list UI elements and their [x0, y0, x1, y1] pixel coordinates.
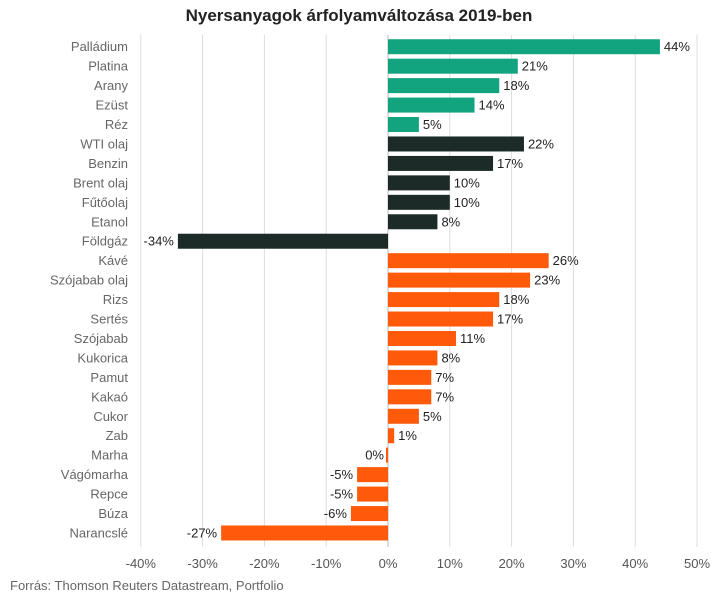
category-label: Pamut [90, 370, 128, 385]
category-label: Ezüst [95, 98, 128, 113]
x-axis-ticks: -40% -30% -20% -10% 0% 10% 20% 30% 40% 50% [126, 556, 711, 571]
bar-chart: Palládium Platina Arany Ezüst Réz WTI olaj Ben… [50, 35, 711, 571]
category-label: Búza [98, 506, 128, 521]
value-label: 5% [423, 117, 442, 132]
value-label: 10% [454, 175, 480, 190]
category-label: Sertés [90, 312, 128, 327]
value-label: 7% [435, 370, 454, 385]
value-label: 26% [553, 253, 579, 268]
category-label: Szójabab olaj [50, 273, 128, 288]
category-label: Brent olaj [73, 175, 128, 190]
bar [357, 467, 388, 483]
category-label: Marha [91, 448, 129, 463]
bar [388, 408, 419, 424]
category-label: Réz [105, 117, 128, 132]
bar [388, 330, 456, 346]
category-label: Repce [90, 487, 128, 502]
bar [388, 272, 531, 288]
value-label: 23% [534, 273, 560, 288]
bar [221, 525, 388, 541]
category-label: Etanol [91, 214, 128, 229]
category-labels: Palládium Platina Arany Ezüst Réz WTI olaj Ben… [50, 39, 129, 540]
value-label: 17% [497, 156, 523, 171]
bar [388, 292, 500, 308]
x-tick-label: 40% [622, 556, 648, 571]
chart-title: Nyersanyagok árfolyamváltozása 2019-ben [185, 6, 533, 25]
value-label: 17% [497, 312, 523, 327]
x-tick-label: 20% [499, 556, 525, 571]
category-label: Fűtőolaj [82, 195, 128, 210]
value-label: -6% [324, 506, 348, 521]
x-tick-label: -30% [187, 556, 218, 571]
value-label: -34% [144, 234, 175, 249]
bar [388, 428, 395, 444]
grid-lines [140, 35, 698, 547]
bars [177, 39, 660, 541]
value-label: 44% [664, 39, 690, 54]
value-label: 0% [365, 448, 384, 463]
x-tick-label: 0% [379, 556, 398, 571]
bar [388, 155, 494, 171]
value-label: -5% [330, 467, 354, 482]
bar [388, 175, 450, 191]
x-tick-label: 30% [560, 556, 586, 571]
category-label: Kávé [98, 253, 128, 268]
value-label: 14% [479, 98, 505, 113]
source-note: Forrás: Thomson Reuters Datastream, Port… [10, 578, 284, 593]
bar [388, 369, 432, 385]
x-tick-label: 10% [437, 556, 463, 571]
value-label: 18% [503, 292, 529, 307]
category-label: Rizs [103, 292, 129, 307]
bar [350, 506, 388, 522]
value-labels: 44% 21% 18% 14% 5% 22% 17% 10% 10% 8% -34% 26% 23% 18… [144, 39, 691, 540]
category-label: Benzin [88, 156, 128, 171]
bar [357, 486, 388, 502]
value-label: 8% [441, 214, 460, 229]
category-label: Platina [88, 59, 129, 74]
bar [388, 78, 500, 94]
bar [388, 214, 438, 230]
bar [388, 39, 660, 55]
category-label: Narancslé [69, 525, 128, 540]
value-label: 11% [460, 331, 485, 346]
value-label: 1% [398, 428, 417, 443]
value-label: -5% [330, 487, 354, 502]
x-tick-label: -20% [249, 556, 280, 571]
value-label: 22% [528, 136, 554, 151]
category-label: Palládium [71, 39, 128, 54]
value-label: -27% [187, 525, 218, 540]
bar [388, 97, 475, 113]
value-label: 7% [435, 389, 454, 404]
category-label: WTI olaj [80, 136, 128, 151]
x-tick-label: 50% [684, 556, 710, 571]
bar [388, 136, 524, 152]
bar [386, 447, 388, 463]
category-label: Zab [106, 428, 128, 443]
x-tick-label: -10% [311, 556, 342, 571]
bar [388, 350, 438, 366]
bar [388, 253, 549, 269]
category-label: Szójabab [74, 331, 128, 346]
bar [177, 233, 388, 249]
bar [388, 117, 419, 133]
bar [388, 389, 432, 405]
bar [388, 311, 494, 327]
category-label: Kukorica [77, 350, 128, 365]
category-label: Kakaó [91, 389, 128, 404]
value-label: 10% [454, 195, 480, 210]
value-label: 5% [423, 409, 442, 424]
category-label: Vágómarha [61, 467, 129, 482]
x-tick-label: -40% [126, 556, 157, 571]
bar [388, 58, 518, 74]
value-label: 21% [522, 59, 548, 74]
value-label: 18% [503, 78, 529, 93]
bar [388, 194, 450, 210]
category-label: Cukor [93, 409, 128, 424]
value-label: 8% [441, 350, 460, 365]
category-label: Arany [94, 78, 128, 93]
category-label: Földgáz [82, 234, 128, 249]
